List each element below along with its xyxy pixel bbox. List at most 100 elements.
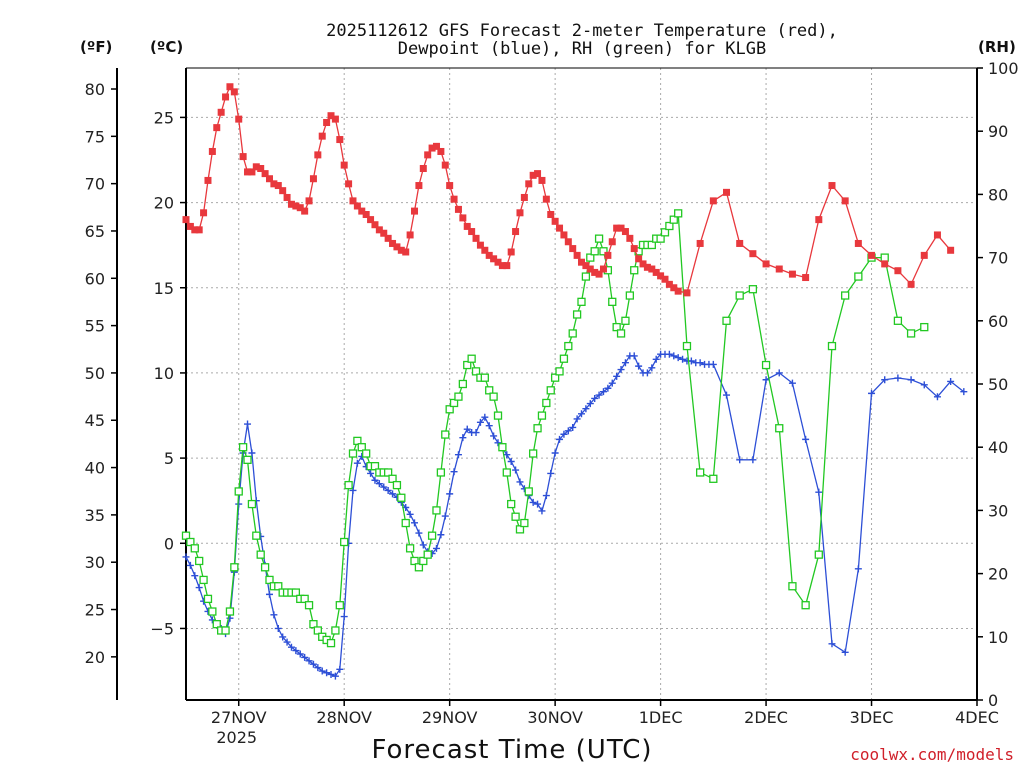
dewpoint-point [595, 391, 603, 399]
dewpoint-point [516, 478, 524, 486]
dewpoint-point [441, 512, 449, 520]
temperature-point [244, 168, 252, 176]
dewpoint-point [529, 498, 537, 506]
rh-point [586, 253, 595, 262]
fahrenheit-tick-label: 40 [85, 459, 105, 478]
temperature-series-line [185, 85, 952, 294]
rh-point [419, 556, 428, 566]
dewpoint-point [709, 360, 717, 368]
rh-point [247, 499, 257, 509]
rh-point [594, 234, 604, 243]
rh-point [920, 322, 929, 332]
rh-point [520, 518, 529, 528]
dewpoint-point [472, 429, 480, 437]
dewpoint-point [274, 624, 282, 632]
temperature-point [454, 205, 462, 213]
temperature-point [591, 268, 599, 276]
temperature-point [630, 245, 638, 253]
temperature-series-group [182, 83, 955, 297]
dewpoint-point [349, 486, 357, 494]
fahrenheit-tick-label: 25 [85, 601, 105, 620]
temperature-point [292, 202, 300, 210]
rh-point [397, 493, 406, 502]
fahrenheit-tick-label: 55 [85, 317, 105, 336]
fahrenheit-tick-label: 70 [85, 175, 105, 194]
rh-point [238, 443, 248, 452]
temperature-point [775, 265, 783, 273]
rh-point [362, 449, 371, 458]
rh-tick-label: 20 [988, 565, 1008, 584]
temperature-point [257, 165, 265, 173]
rh-point [260, 563, 270, 572]
rh-point [568, 329, 577, 338]
temperature-point [318, 132, 326, 140]
temperature-point [296, 204, 304, 212]
dewpoint-point [463, 425, 471, 433]
dewpoint-point [556, 435, 564, 443]
temperature-point [621, 228, 629, 236]
rh-series-group [181, 209, 929, 648]
dewpoint-point [617, 366, 625, 374]
dewpoint-point [195, 584, 203, 592]
rh-point [665, 221, 674, 231]
temperature-point [696, 239, 704, 247]
temperature-point [674, 287, 682, 295]
temperature-point [397, 246, 405, 254]
dewpoint-point [309, 660, 317, 668]
temperature-point [749, 250, 757, 258]
temperature-point [569, 245, 577, 253]
celsius-tick-label: 25 [154, 108, 174, 127]
rh-point [564, 341, 573, 351]
temperature-point [182, 216, 190, 224]
temperature-point [402, 248, 410, 256]
dewpoint-point [415, 529, 423, 537]
rh-point [489, 392, 498, 401]
temperature-point [217, 108, 225, 116]
temperature-point [384, 234, 392, 242]
dewpoint-point [318, 667, 326, 675]
rh-point [498, 443, 507, 452]
fahrenheit-tick-label: 80 [85, 80, 105, 99]
rh-point [357, 443, 366, 452]
temperature-point [881, 260, 889, 268]
rh-point [854, 272, 863, 281]
rh-point [515, 525, 525, 534]
dewpoint-series-group [182, 350, 968, 680]
rh-tick-label: 30 [988, 501, 1008, 520]
dewpoint-point [907, 376, 915, 384]
dewpoint-point [613, 372, 621, 380]
dewpoint-point [608, 379, 616, 387]
x-tick-label: 29NOV [422, 708, 478, 727]
rh-point [630, 266, 639, 275]
dewpoint-point [323, 669, 331, 677]
dewpoint-point [621, 359, 629, 367]
rh-point [370, 462, 380, 471]
fahrenheit-tick-label: 45 [85, 411, 105, 430]
temperature-point [226, 83, 234, 91]
temperature-point [586, 265, 594, 273]
dewpoint-point [788, 379, 796, 387]
temperature-point [213, 124, 221, 132]
rh-point [335, 601, 344, 610]
rh-point [625, 291, 634, 300]
dewpoint-point [186, 561, 194, 569]
temperature-point [309, 175, 317, 183]
temperature-point [406, 231, 414, 239]
dewpoint-point [591, 394, 599, 402]
rh-point [485, 386, 494, 395]
temperature-point [200, 209, 208, 217]
rh-point [291, 588, 301, 597]
dewpoint-point [635, 362, 643, 370]
temperature-point [230, 88, 238, 96]
fahrenheit-tick-label: 65 [85, 222, 105, 241]
rh-point [186, 537, 195, 547]
dewpoint-point [749, 456, 757, 464]
temperature-point [815, 216, 823, 224]
dewpoint-point [411, 519, 419, 527]
temperature-point [507, 248, 515, 256]
temperature-point [353, 202, 361, 210]
temperature-point [788, 270, 796, 278]
rh-point [353, 436, 362, 446]
rh-point [748, 285, 758, 294]
rh-point [507, 499, 516, 509]
